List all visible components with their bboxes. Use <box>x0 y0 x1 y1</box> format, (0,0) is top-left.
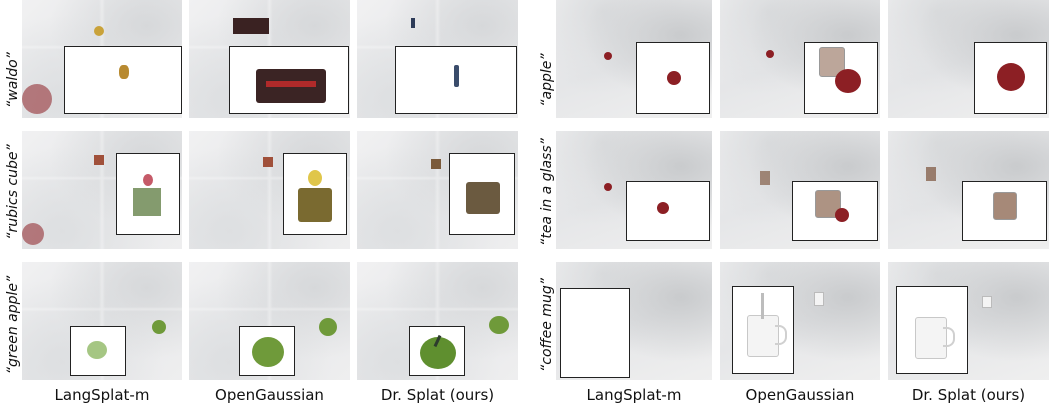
apple <box>766 50 774 58</box>
inset-rubics-opengaussian <box>283 153 347 235</box>
cube-object <box>263 157 273 167</box>
panel-rubics-langsplat <box>22 131 182 249</box>
green-apple <box>152 320 166 334</box>
inset-green-apple-langsplat <box>70 326 126 376</box>
red-blob <box>22 223 44 245</box>
red-blob <box>22 84 52 114</box>
panel-green-apple-opengaussian <box>189 262 350 380</box>
tea-glass <box>760 171 770 185</box>
column-label-opengaussian-right: OpenGaussian <box>745 386 855 404</box>
tea-glass <box>993 192 1017 220</box>
apple <box>604 183 612 191</box>
inset-rubics-langsplat <box>116 153 180 235</box>
apple <box>604 52 612 60</box>
apple <box>997 63 1025 91</box>
panel-tea-drsplat <box>888 131 1049 249</box>
cube-object <box>431 159 441 169</box>
inset-tea-drsplat <box>962 181 1047 241</box>
inset-waldo-drsplat <box>395 46 517 114</box>
waldo-figure <box>119 65 129 79</box>
cube-object <box>133 188 161 216</box>
inset-green-apple-drsplat <box>409 326 465 376</box>
apple <box>667 71 681 85</box>
spoon <box>761 293 764 319</box>
coffee-mug <box>982 296 992 308</box>
column-label-opengaussian-left: OpenGaussian <box>215 386 324 404</box>
apple <box>835 69 861 93</box>
inset-mug-drsplat <box>896 286 968 374</box>
box-stripe <box>266 81 316 87</box>
panel-waldo-drsplat <box>357 0 518 118</box>
figure-top <box>308 170 322 186</box>
column-label-langsplat-left: LangSplat-m <box>54 386 150 404</box>
waldo-figure <box>94 26 104 36</box>
panel-rubics-opengaussian <box>189 131 350 249</box>
row-label-waldo: waldo <box>3 20 23 140</box>
row-label-green-apple: green apple <box>3 265 23 385</box>
inset-tea-langsplat <box>626 181 710 241</box>
panel-apple-opengaussian <box>720 0 880 118</box>
green-apple <box>319 318 337 336</box>
column-label-drsplat-right: Dr. Splat (ours) <box>911 386 1026 404</box>
cube-object <box>466 182 500 214</box>
inset-apple-drsplat <box>974 42 1047 114</box>
apple <box>835 208 849 222</box>
panel-rubics-drsplat <box>357 131 518 249</box>
tea-glass <box>926 167 936 181</box>
inset-apple-langsplat <box>636 42 710 114</box>
inset-waldo-langsplat <box>64 46 182 114</box>
panel-waldo-opengaussian <box>189 0 350 118</box>
box-object <box>233 18 269 34</box>
waldo-figure <box>411 18 415 28</box>
panel-apple-langsplat <box>556 0 712 118</box>
panel-tea-langsplat <box>556 131 712 249</box>
panel-mug-langsplat <box>556 262 712 380</box>
panel-green-apple-drsplat <box>357 262 518 380</box>
row-label-coffee-mug: coffee mug <box>537 265 557 385</box>
mug-handle <box>943 327 955 347</box>
cube-object <box>94 155 104 165</box>
coffee-mug <box>814 292 824 306</box>
panel-mug-opengaussian <box>720 262 880 380</box>
coffee-mug <box>915 317 947 359</box>
green-apple <box>252 337 284 367</box>
inset-tea-opengaussian <box>792 181 878 241</box>
column-label-langsplat-right: LangSplat-m <box>586 386 682 404</box>
row-label-rubics-cube: rubics cube <box>3 132 23 252</box>
mug-handle <box>775 325 787 345</box>
waldo-figure <box>454 65 459 87</box>
apple <box>657 202 669 214</box>
panel-green-apple-langsplat <box>22 262 182 380</box>
row-label-apple: apple <box>537 20 557 140</box>
inset-mug-langsplat <box>560 288 630 378</box>
panel-tea-opengaussian <box>720 131 880 249</box>
panel-mug-drsplat <box>888 262 1049 380</box>
panel-apple-drsplat <box>888 0 1049 118</box>
panel-waldo-langsplat <box>22 0 182 118</box>
inset-green-apple-opengaussian <box>239 326 295 376</box>
inset-mug-opengaussian <box>732 286 794 374</box>
green-apple <box>489 316 509 334</box>
green-apple <box>87 341 107 359</box>
inset-apple-opengaussian <box>804 42 878 114</box>
figure-top <box>143 174 153 186</box>
cube-object <box>298 188 332 222</box>
inset-rubics-drsplat <box>449 153 515 235</box>
column-label-drsplat-left: Dr. Splat (ours) <box>380 386 495 404</box>
row-label-tea-in-a-glass: tea in a glass <box>537 132 557 252</box>
inset-waldo-opengaussian <box>229 46 349 114</box>
